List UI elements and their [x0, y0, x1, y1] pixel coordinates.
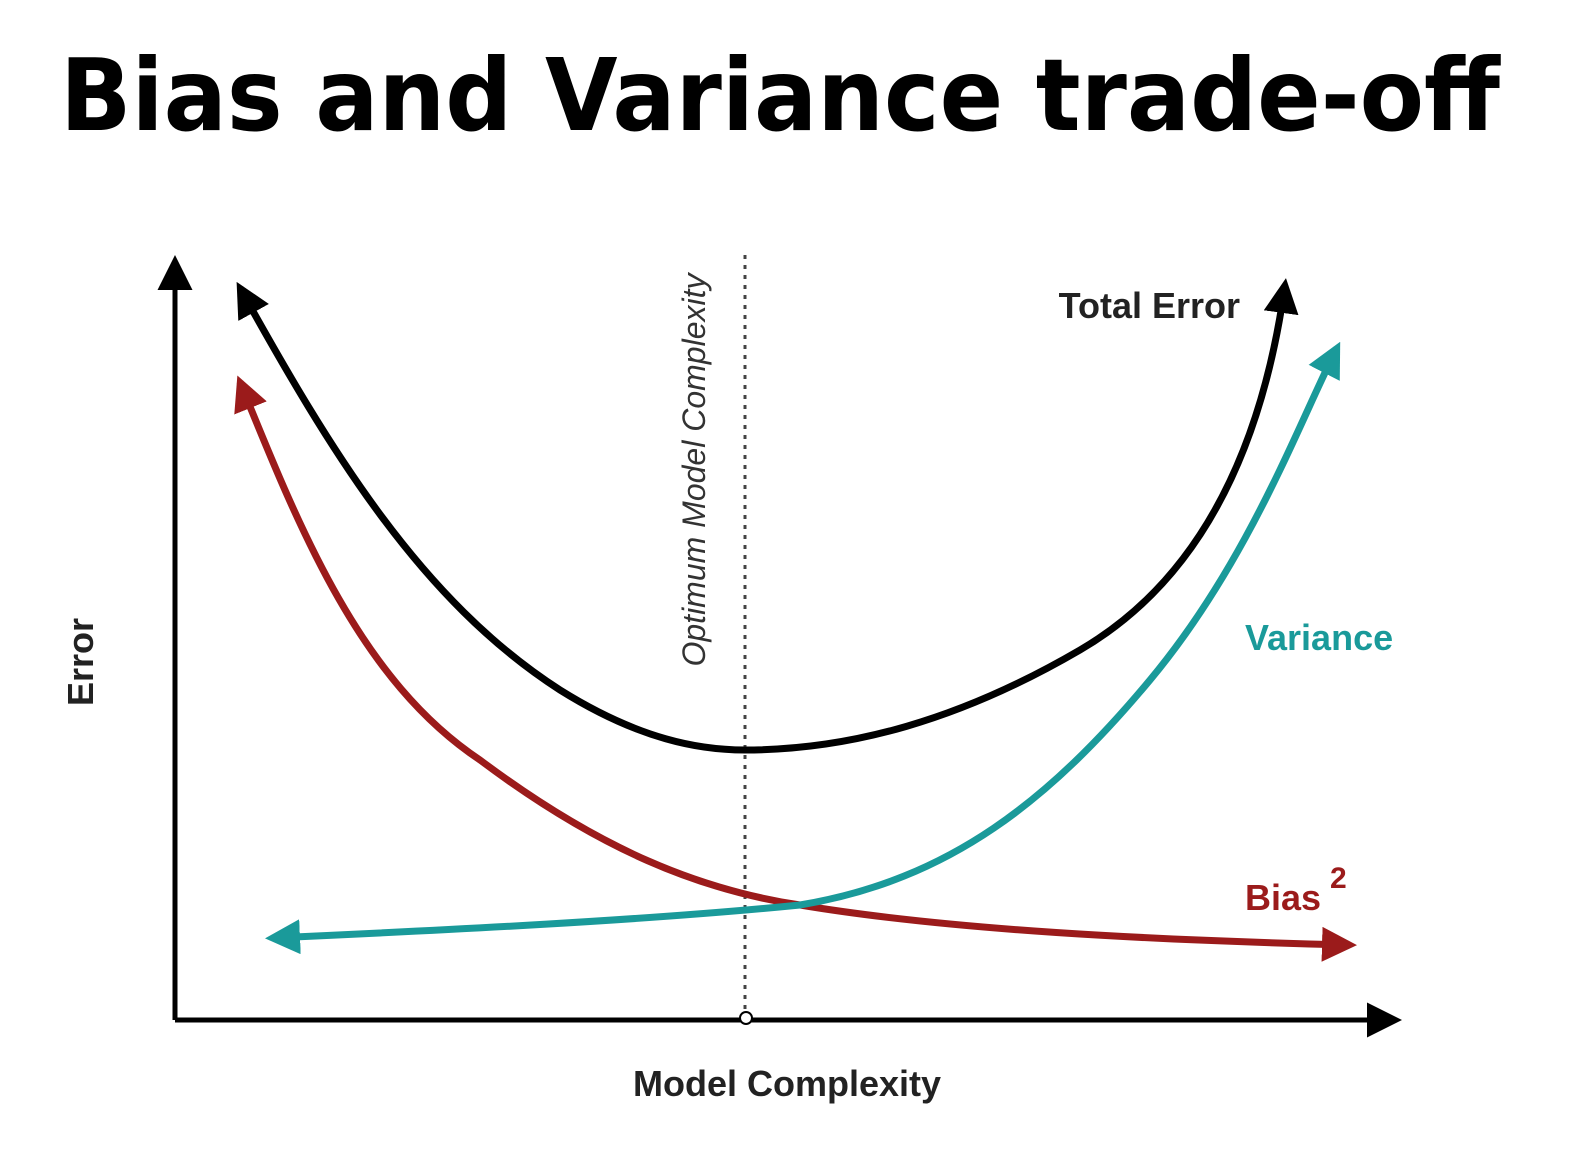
total-error-label: Total Error — [1059, 285, 1240, 326]
title: Bias and Variance trade-off — [60, 37, 1501, 154]
bias-label: Bias — [1245, 877, 1321, 918]
variance-label: Variance — [1245, 617, 1393, 658]
bias-power: 2 — [1330, 862, 1347, 895]
bias-curve — [234, 375, 1357, 962]
optimum-label: Optimum Model Complexity — [676, 272, 712, 667]
x-axis-label: Model Complexity — [633, 1063, 941, 1104]
optimum-point — [739, 1011, 753, 1025]
variance-curve — [265, 341, 1341, 955]
y-axis-label: Error — [60, 618, 101, 706]
